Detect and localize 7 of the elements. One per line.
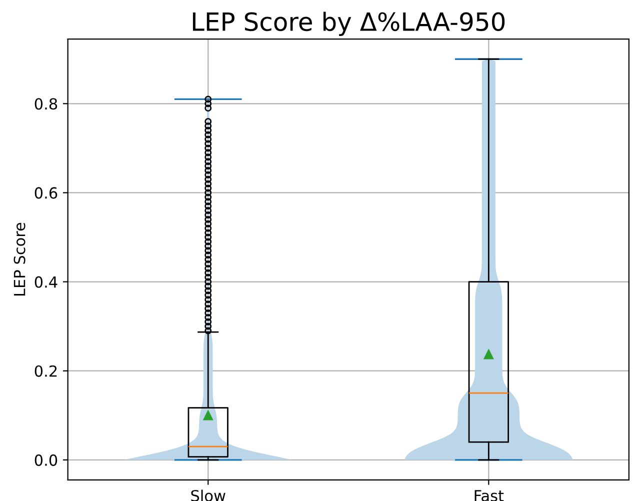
y-tick-label: 0.4	[34, 276, 58, 288]
y-tick-label: 0.8	[34, 98, 58, 110]
chart-title: LEP Score by Δ%LAA-950	[192, 12, 505, 36]
y-tick-label: 0.6	[34, 187, 58, 199]
y-tick-label: 0.0	[34, 454, 58, 466]
y-axis-title: LEP Score	[14, 222, 26, 296]
y-tick-label: 0.2	[34, 365, 57, 377]
